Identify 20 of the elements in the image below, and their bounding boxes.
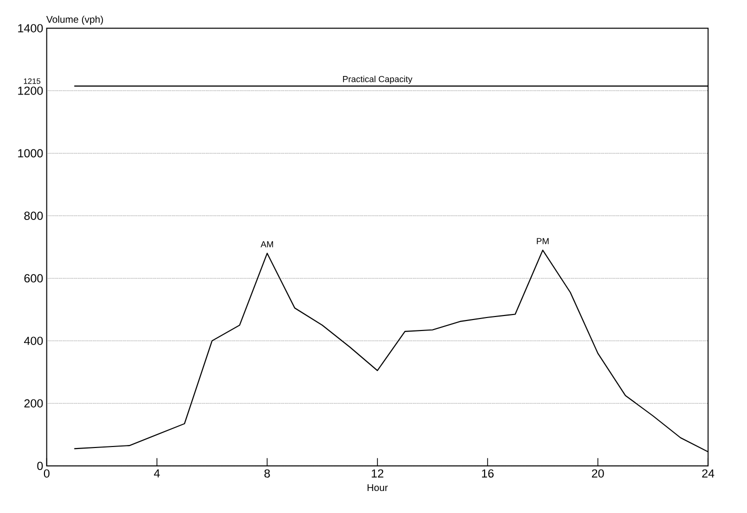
x-tick-label: 20	[592, 470, 604, 478]
x-tick-label: 12	[372, 470, 384, 478]
x-tick-label: 8	[264, 470, 270, 478]
x-tick-label: 24	[702, 470, 714, 478]
x-tick-label: 0	[44, 470, 50, 478]
ref-line-label: Practical Capacity	[343, 76, 412, 84]
y-tick-label: 800	[24, 212, 43, 220]
annotation: PM	[536, 238, 549, 244]
y-tick-label: 1200	[18, 86, 43, 96]
y-tick-label: 0	[37, 462, 43, 470]
y-tick-label: 200	[24, 399, 43, 408]
y-tick-label: 600	[24, 274, 43, 283]
x-tick-label: 4	[154, 470, 160, 478]
y-tick-label: 1400	[18, 24, 43, 33]
y-tick-label: 1000	[18, 149, 43, 158]
annotation: AM	[260, 241, 274, 248]
x-axis-title: Hour	[368, 484, 388, 492]
y-tick-label: 400	[24, 336, 43, 346]
x-tick-label: 16	[482, 470, 494, 478]
y-axis-title: Volume (vph)	[46, 16, 103, 25]
